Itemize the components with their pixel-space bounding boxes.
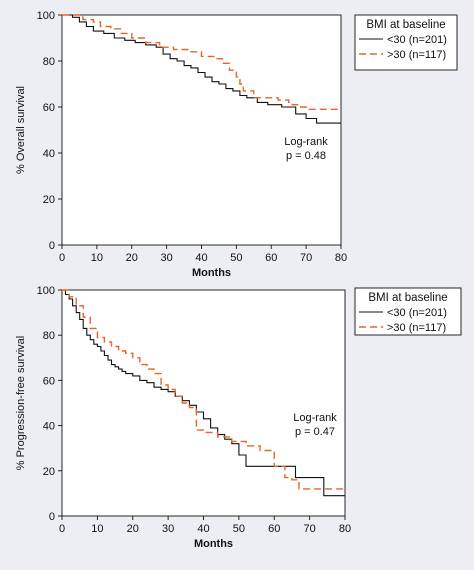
x-tick-label: 0 xyxy=(59,523,65,535)
x-tick-label: 60 xyxy=(265,252,277,264)
y-tick-label: 60 xyxy=(43,102,55,114)
y-axis-label: % Overall survival xyxy=(15,86,27,174)
x-axis-label: Months xyxy=(194,538,233,550)
legend: BMI at baseline <30 (n=201) >30 (n=117) xyxy=(354,287,462,336)
x-tick-label: 30 xyxy=(161,252,173,264)
y-axis-label: % Progression-free survival xyxy=(15,336,27,471)
x-tick-label: 60 xyxy=(268,523,280,535)
legend-entry: >30 (n=117) xyxy=(387,49,446,61)
series-line-bmi-over-30 xyxy=(62,14,341,110)
x-tick-label: 10 xyxy=(91,523,103,535)
chart-panel-1: 0 10 20 30 40 50 60 70 80 0 20 40 60 80 100 Months % Ove… xyxy=(15,10,458,279)
x-tick-label: 40 xyxy=(195,252,207,264)
x-tick-label: 50 xyxy=(233,523,245,535)
legend-box xyxy=(354,14,458,71)
x-tick-label: 20 xyxy=(127,523,139,535)
plot-area xyxy=(61,289,346,517)
x-tick-label: 40 xyxy=(197,523,209,535)
log-rank-annotation: Log-rank xyxy=(293,412,337,424)
log-rank-annotation: p = 0.47 xyxy=(295,426,335,438)
legend: BMI at baseline <30 (n=201) >30 (n=117) xyxy=(354,14,458,71)
y-tick-label: 80 xyxy=(43,330,55,342)
series-line-bmi-under-30 xyxy=(62,14,341,124)
legend-entry: >30 (n=117) xyxy=(387,322,446,334)
chart-panel-2: 0 10 20 30 40 50 60 70 80 0 20 40 60 80 100 Months % Pro… xyxy=(15,285,462,550)
y-tick-label: 60 xyxy=(43,375,55,387)
x-tick-label: 20 xyxy=(126,252,138,264)
y-tick-label: 100 xyxy=(37,285,55,297)
log-rank-annotation: p = 0.48 xyxy=(286,150,326,162)
x-tick-label: 50 xyxy=(230,252,242,264)
x-tick-label: 70 xyxy=(300,252,312,264)
y-tick-label: 40 xyxy=(43,421,55,433)
series-line-bmi-over-30 xyxy=(62,289,345,490)
x-tick-label: 80 xyxy=(339,523,351,535)
plot-area xyxy=(61,14,342,246)
x-tick-label: 70 xyxy=(304,523,316,535)
y-tick-label: 20 xyxy=(43,194,55,206)
log-rank-annotation: Log-rank xyxy=(284,136,328,148)
x-tick-label: 0 xyxy=(59,252,65,264)
y-tick-label: 80 xyxy=(43,56,55,68)
y-tick-label: 20 xyxy=(43,466,55,478)
y-tick-label: 100 xyxy=(37,10,55,22)
x-tick-label: 80 xyxy=(335,252,347,264)
y-tick-label: 40 xyxy=(43,148,55,160)
legend-entry: <30 (n=201) xyxy=(387,34,447,46)
y-tick-label: 0 xyxy=(49,511,55,523)
legend-title: BMI at baseline xyxy=(366,19,445,31)
x-tick-label: 10 xyxy=(91,252,103,264)
x-axis-label: Months xyxy=(192,267,231,279)
legend-title: BMI at baseline xyxy=(368,292,447,304)
legend-entry: <30 (n=201) xyxy=(387,307,447,319)
series-line-bmi-under-30 xyxy=(62,289,345,497)
x-tick-label: 30 xyxy=(162,523,174,535)
y-tick-label: 0 xyxy=(49,240,55,252)
